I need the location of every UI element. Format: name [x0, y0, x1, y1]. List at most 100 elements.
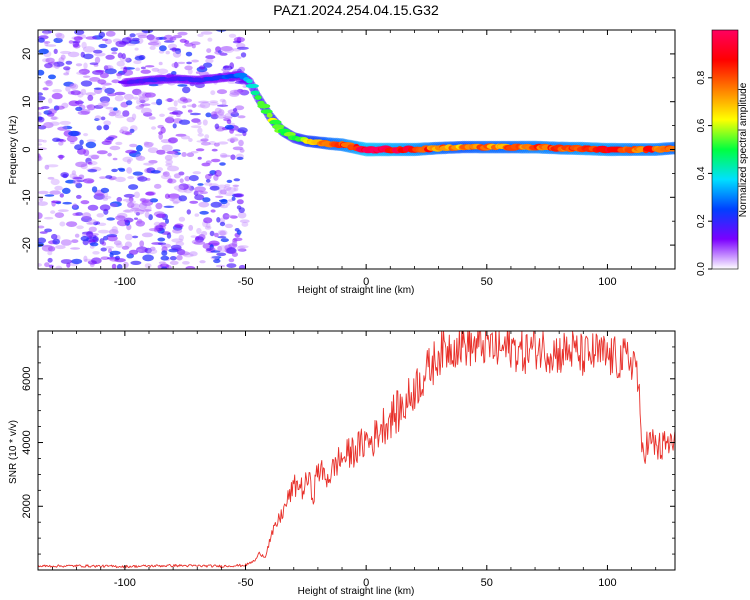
noise-blob [238, 264, 246, 269]
noise-blob [58, 57, 65, 63]
ridge-point [272, 124, 285, 130]
noise-blob [164, 116, 175, 124]
noise-blob [52, 238, 60, 245]
noise-blob [147, 41, 160, 46]
noise-blob [113, 240, 122, 246]
noise-blob [96, 213, 105, 218]
noise-blob [236, 46, 249, 50]
noise-blob [130, 207, 142, 212]
noise-blob [169, 197, 175, 202]
noise-blob [132, 96, 139, 100]
spectrogram-y-axis-label: Frequency (Hz) [8, 116, 19, 185]
noise-blob [57, 209, 69, 213]
noise-blob [59, 139, 67, 143]
noise-blob [90, 154, 100, 160]
noise-blob [111, 109, 122, 116]
noise-blob [216, 217, 221, 223]
noise-blob [214, 123, 220, 130]
colorbar-tick-label: 0.2 [696, 214, 707, 228]
noise-blob [148, 228, 160, 232]
noise-blob [179, 178, 184, 183]
noise-blob [38, 139, 44, 143]
noise-blob [38, 48, 49, 55]
noise-blob [127, 203, 136, 207]
noise-blob [197, 120, 202, 125]
noise-blob [237, 127, 248, 134]
noise-blob [50, 210, 56, 214]
noise-blob [96, 150, 108, 155]
noise-blob [216, 252, 227, 257]
noise-blob [186, 209, 191, 215]
noise-blob [166, 150, 179, 155]
noise-blob [68, 130, 80, 137]
noise-blob [112, 157, 118, 161]
noise-blob [38, 155, 43, 162]
noise-blob [140, 69, 151, 74]
noise-blob [200, 141, 211, 146]
noise-blob [216, 171, 222, 176]
noise-blob [214, 232, 219, 238]
noise-blob [111, 51, 118, 55]
noise-blob [238, 139, 244, 147]
noise-blob [175, 133, 187, 137]
noise-blob [48, 98, 53, 104]
noise-blob [106, 136, 115, 141]
noise-blob [177, 84, 188, 87]
noise-blob [178, 216, 186, 222]
noise-blob [45, 44, 57, 47]
noise-blob [205, 58, 214, 64]
noise-blob [104, 65, 112, 70]
noise-blob [129, 33, 136, 38]
noise-blob [94, 115, 102, 121]
noise-blob [39, 197, 44, 202]
noise-blob [62, 125, 73, 130]
noise-blob [172, 34, 182, 39]
noise-blob [205, 173, 212, 180]
noise-blob [186, 61, 193, 65]
noise-blob [202, 119, 208, 126]
noise-blob [229, 89, 242, 96]
noise-blob [220, 205, 228, 209]
noise-blob [224, 124, 234, 130]
noise-blob [70, 90, 82, 96]
noise-blob [80, 235, 90, 242]
noise-blob [190, 235, 197, 238]
noise-blob [186, 104, 198, 108]
ridge-point [665, 145, 675, 152]
noise-blob [157, 213, 166, 219]
noise-blob [115, 40, 127, 47]
noise-blob [51, 92, 63, 100]
noise-blob [239, 89, 250, 96]
noise-blob [105, 175, 113, 179]
noise-blob [128, 196, 134, 203]
noise-blob [162, 171, 170, 178]
noise-blob [140, 107, 152, 115]
frequency-ridge [118, 70, 675, 157]
noise-blob [131, 37, 140, 42]
noise-blob [75, 161, 88, 168]
noise-blob [189, 251, 198, 257]
noise-blob [128, 184, 139, 190]
noise-blob [124, 233, 133, 241]
noise-blob [116, 72, 123, 77]
noise-blob [59, 221, 66, 227]
noise-blob [219, 152, 228, 159]
noise-blob [208, 101, 219, 106]
figure-title: PAZ1.2024.254.04.15.G32 [273, 2, 439, 18]
noise-blob [171, 238, 184, 243]
noise-blob [172, 123, 177, 129]
noise-blob [71, 204, 79, 210]
noise-blob [232, 184, 240, 187]
noise-blob [159, 45, 167, 52]
noise-blob [191, 239, 201, 245]
noise-blob [122, 209, 134, 213]
noise-blob [81, 41, 87, 49]
noise-blob [54, 32, 63, 38]
noise-blob [186, 152, 195, 157]
noise-blob [120, 126, 129, 132]
noise-blob [124, 209, 131, 213]
noise-blob [126, 167, 133, 174]
noise-blob [196, 227, 202, 235]
noise-blob [109, 145, 121, 151]
noise-blob [103, 120, 112, 126]
